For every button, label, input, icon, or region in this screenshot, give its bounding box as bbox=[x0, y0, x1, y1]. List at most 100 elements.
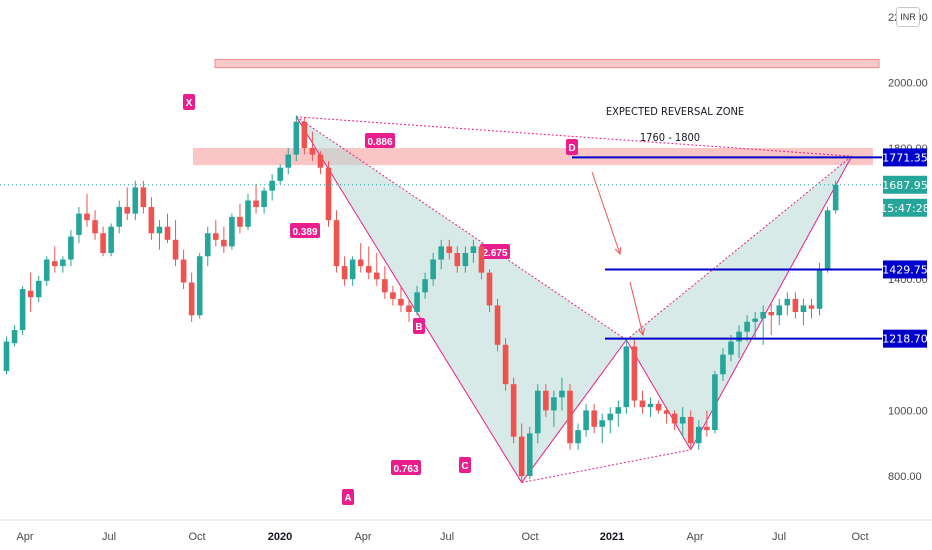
candle-body bbox=[502, 344, 509, 385]
candle-body bbox=[398, 298, 404, 306]
point-label-text: X bbox=[186, 98, 193, 109]
candle bbox=[454, 246, 461, 273]
candle bbox=[808, 298, 815, 319]
candle-body bbox=[808, 305, 815, 309]
candle-body bbox=[237, 216, 243, 227]
candle-body bbox=[180, 259, 187, 283]
candle-body bbox=[35, 280, 42, 298]
candle-body bbox=[824, 210, 831, 270]
ratio-line-3 bbox=[626, 155, 853, 341]
ratio-label-text: 0.763 bbox=[393, 464, 418, 475]
x-tick-label: Oct bbox=[851, 531, 868, 543]
candle-body bbox=[108, 226, 114, 253]
ratio-label-text: 2.675 bbox=[482, 248, 507, 259]
point-label-bg bbox=[459, 457, 471, 473]
candle-body bbox=[148, 207, 155, 234]
bcd-triangle bbox=[626, 156, 852, 450]
candle-body bbox=[374, 272, 380, 280]
candle-body bbox=[832, 184, 839, 211]
candle bbox=[655, 400, 662, 414]
candle bbox=[293, 115, 300, 162]
candle bbox=[277, 164, 283, 185]
candle bbox=[309, 131, 316, 162]
price-label-text: 1687.95 bbox=[882, 179, 928, 192]
candle-body bbox=[712, 374, 718, 431]
candle bbox=[132, 180, 139, 221]
candle bbox=[221, 226, 227, 253]
point-label-d: D bbox=[566, 139, 578, 155]
candle bbox=[116, 200, 122, 234]
candle bbox=[390, 285, 396, 306]
candle bbox=[696, 420, 702, 450]
levels-layer bbox=[0, 156, 882, 340]
candle bbox=[285, 148, 292, 175]
candle-body bbox=[164, 226, 171, 240]
candle-body bbox=[357, 259, 364, 267]
candle-body bbox=[687, 416, 694, 444]
candle bbox=[816, 262, 823, 316]
candle bbox=[382, 266, 388, 299]
candle bbox=[261, 187, 267, 214]
point-label-bg bbox=[566, 139, 578, 155]
candle-body bbox=[156, 226, 163, 234]
candle bbox=[486, 269, 493, 312]
ratio-label: 2.675 bbox=[480, 244, 510, 259]
price-label-text: 1218.70 bbox=[882, 333, 928, 346]
currency-badge[interactable]: INR bbox=[896, 7, 920, 27]
x-tick-label: Jul bbox=[440, 531, 454, 543]
candle-body bbox=[776, 305, 783, 316]
candle-body bbox=[454, 252, 461, 267]
candle bbox=[470, 239, 477, 263]
candle bbox=[607, 407, 614, 434]
candle bbox=[704, 410, 710, 437]
candle bbox=[671, 410, 678, 431]
candle-body bbox=[293, 121, 300, 155]
candle bbox=[180, 249, 187, 290]
candle bbox=[478, 243, 485, 280]
candle bbox=[776, 298, 783, 326]
candle-body bbox=[559, 390, 565, 398]
candle-body bbox=[647, 403, 654, 408]
candle bbox=[752, 312, 758, 339]
x-tick-label: 2021 bbox=[600, 531, 624, 543]
candle-body bbox=[317, 154, 324, 168]
candle bbox=[333, 210, 340, 273]
point-label-text: A bbox=[344, 493, 351, 504]
candle bbox=[398, 285, 404, 312]
ratio-label-text: 0.886 bbox=[367, 137, 392, 148]
candle bbox=[792, 292, 799, 319]
ratio-label: 0.886 bbox=[365, 133, 395, 148]
candle-body bbox=[430, 259, 436, 280]
candle-body bbox=[213, 233, 219, 240]
ratio-line-2 bbox=[296, 116, 852, 157]
arrow-shaft bbox=[629, 281, 644, 336]
candle-body bbox=[92, 220, 98, 234]
candle bbox=[824, 207, 831, 273]
candle-body bbox=[382, 279, 388, 293]
candle-body bbox=[631, 346, 638, 401]
ratio-line-1 bbox=[521, 449, 691, 484]
candle bbox=[800, 298, 807, 326]
candle bbox=[438, 239, 444, 270]
candle bbox=[712, 371, 718, 434]
candle-body bbox=[720, 354, 726, 375]
pattern-leg-1 bbox=[521, 339, 627, 483]
x-tick-label: 2020 bbox=[268, 531, 292, 543]
price-label-text: 1429.75 bbox=[882, 263, 928, 276]
candle-body bbox=[309, 148, 316, 155]
candle bbox=[204, 226, 211, 267]
candle bbox=[349, 256, 356, 286]
candle bbox=[551, 390, 557, 427]
y-tick-label: 2000.00 bbox=[888, 77, 928, 89]
candle bbox=[575, 423, 581, 450]
candle-body bbox=[221, 239, 227, 247]
candle-body bbox=[744, 321, 750, 332]
price-label: 15:47:28 bbox=[880, 198, 930, 217]
candle bbox=[60, 256, 66, 273]
candle bbox=[567, 384, 573, 450]
candle-body bbox=[172, 239, 179, 260]
xab-triangle bbox=[296, 116, 627, 483]
candle bbox=[543, 384, 549, 417]
candle-body bbox=[655, 403, 662, 411]
